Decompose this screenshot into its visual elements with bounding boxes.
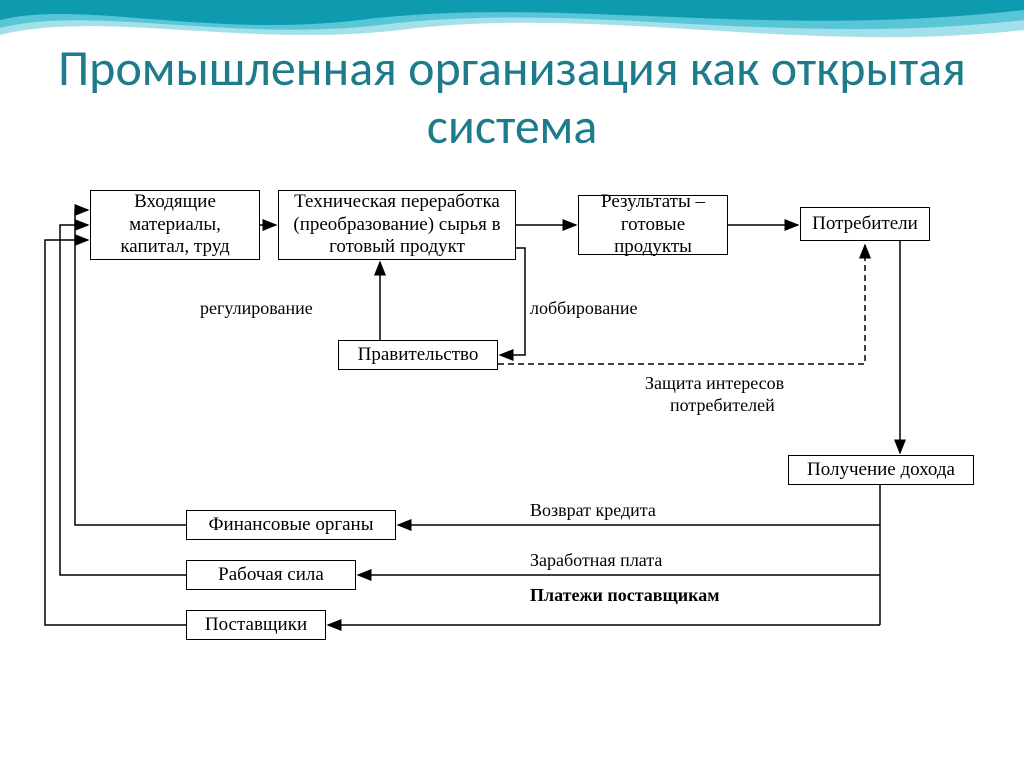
box-labor-text: Рабочая сила bbox=[218, 564, 324, 587]
label-lobbying: лоббирование bbox=[530, 298, 637, 319]
box-process-text: Техническая переработка (преобразование)… bbox=[283, 191, 511, 259]
label-protection2: потребителей bbox=[670, 395, 775, 416]
box-inputs-text: Входящие материалы, капитал, труд bbox=[95, 191, 255, 259]
slide-title: Промышленная организация как открытая си… bbox=[0, 40, 1024, 155]
box-labor: Рабочая сила bbox=[186, 560, 356, 590]
label-protection1: Защита интересов bbox=[645, 373, 784, 394]
label-credit: Возврат кредита bbox=[530, 500, 656, 521]
box-suppliers-text: Поставщики bbox=[205, 614, 307, 637]
box-consumers: Потребители bbox=[800, 207, 930, 241]
label-payments: Платежи поставщикам bbox=[530, 585, 719, 606]
slide: Промышленная организация как открытая си… bbox=[0, 0, 1024, 767]
box-process: Техническая переработка (преобразование)… bbox=[278, 190, 516, 260]
label-regulation: регулирование bbox=[200, 298, 313, 319]
diagram-arrows bbox=[30, 190, 990, 690]
box-finorg: Финансовые органы bbox=[186, 510, 396, 540]
box-suppliers: Поставщики bbox=[186, 610, 326, 640]
box-gov-text: Правительство bbox=[358, 344, 479, 367]
box-inputs: Входящие материалы, капитал, труд bbox=[90, 190, 260, 260]
box-gov: Правительство bbox=[338, 340, 498, 370]
box-results-text: Результаты – готовые продукты bbox=[583, 191, 723, 259]
label-salary: Заработная плата bbox=[530, 550, 662, 571]
box-consumers-text: Потребители bbox=[812, 213, 918, 236]
box-results: Результаты – готовые продукты bbox=[578, 195, 728, 255]
flow-diagram: Входящие материалы, капитал, труд Технич… bbox=[30, 190, 990, 690]
box-income: Получение дохода bbox=[788, 455, 974, 485]
box-finorg-text: Финансовые органы bbox=[209, 514, 374, 537]
box-income-text: Получение дохода bbox=[807, 459, 955, 482]
